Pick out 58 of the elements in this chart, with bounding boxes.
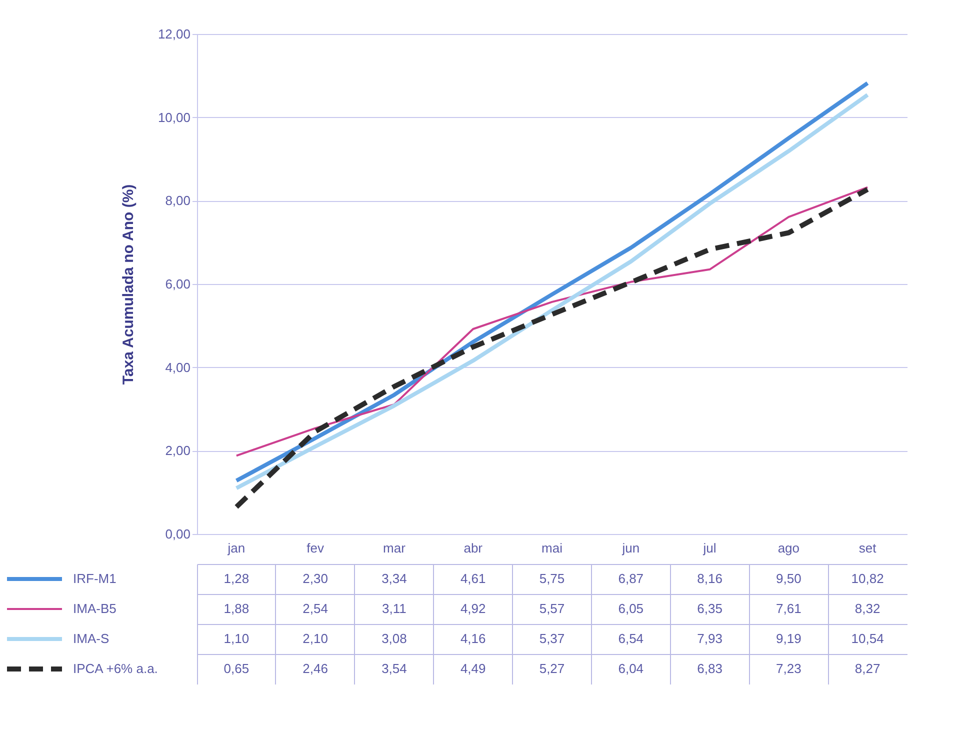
x-tick-label: mar — [383, 540, 406, 556]
data-label: 4,49 — [460, 661, 486, 676]
legend-label: IRF-M1 — [73, 571, 116, 586]
data-label: 8,16 — [697, 571, 722, 586]
y-tick-label: 4,00 — [165, 360, 190, 375]
data-label: 0,65 — [224, 661, 250, 676]
data-label: 1,88 — [224, 601, 250, 616]
data-label: 8,27 — [854, 661, 880, 676]
data-label: 3,08 — [382, 631, 407, 646]
data-label: 10,82 — [851, 571, 884, 586]
data-label: 6,83 — [697, 661, 722, 676]
data-label: 1,28 — [224, 571, 250, 586]
legend-label: IPCA +6% a.a. — [73, 661, 158, 676]
data-label: 4,16 — [460, 631, 486, 646]
data-label: 5,75 — [539, 571, 565, 586]
data-label: 2,46 — [302, 661, 328, 676]
data-label: 3,54 — [382, 661, 407, 676]
x-tick-label: jan — [226, 540, 246, 556]
data-label: 5,57 — [539, 601, 565, 616]
data-label: 6,05 — [618, 601, 644, 616]
legend-label: IMA-S — [73, 631, 110, 646]
y-tick-label: 6,00 — [165, 276, 190, 292]
x-tick-label: mai — [542, 540, 563, 556]
data-label: 3,11 — [382, 601, 406, 616]
x-tick-label: jul — [702, 540, 716, 556]
data-label: 5,37 — [539, 631, 565, 646]
data-label: 7,23 — [776, 661, 802, 676]
x-tick-label: ago — [778, 540, 800, 556]
data-label: 2,54 — [302, 601, 328, 616]
data-label: 6,04 — [618, 661, 644, 676]
data-label: 6,35 — [697, 601, 722, 616]
data-label: 4,61 — [460, 571, 486, 586]
data-label: 9,19 — [776, 631, 802, 646]
data-label: 7,93 — [697, 631, 722, 646]
data-label: 2,10 — [302, 631, 328, 646]
y-tick-label: 10,00 — [158, 110, 190, 125]
data-label: 8,32 — [854, 601, 880, 616]
data-label: 2,30 — [302, 571, 328, 586]
data-label: 5,27 — [539, 661, 565, 676]
y-tick-label: 8,00 — [165, 193, 190, 208]
data-label: 7,61 — [776, 601, 802, 616]
legend-label: IMA-B5 — [73, 601, 116, 616]
x-tick-label: set — [858, 540, 877, 556]
data-label: 3,34 — [382, 571, 407, 586]
data-label: 4,92 — [460, 601, 486, 616]
y-tick-label: 12,00 — [158, 26, 190, 42]
data-label: 9,50 — [776, 571, 802, 586]
data-label: 6,87 — [618, 571, 644, 586]
data-label: 10,54 — [851, 631, 884, 646]
data-label: 1,10 — [224, 631, 250, 646]
x-tick-label: jun — [621, 540, 640, 556]
x-tick-label: fev — [306, 540, 325, 556]
x-tick-label: abr — [464, 540, 484, 556]
y-tick-label: 2,00 — [165, 443, 190, 458]
y-tick-label: 0,00 — [165, 526, 190, 542]
line-series — [235, 186, 869, 457]
data-label: 6,54 — [618, 631, 644, 646]
y-axis-title: Taxa Acumulada no Ano (%) — [120, 184, 137, 385]
